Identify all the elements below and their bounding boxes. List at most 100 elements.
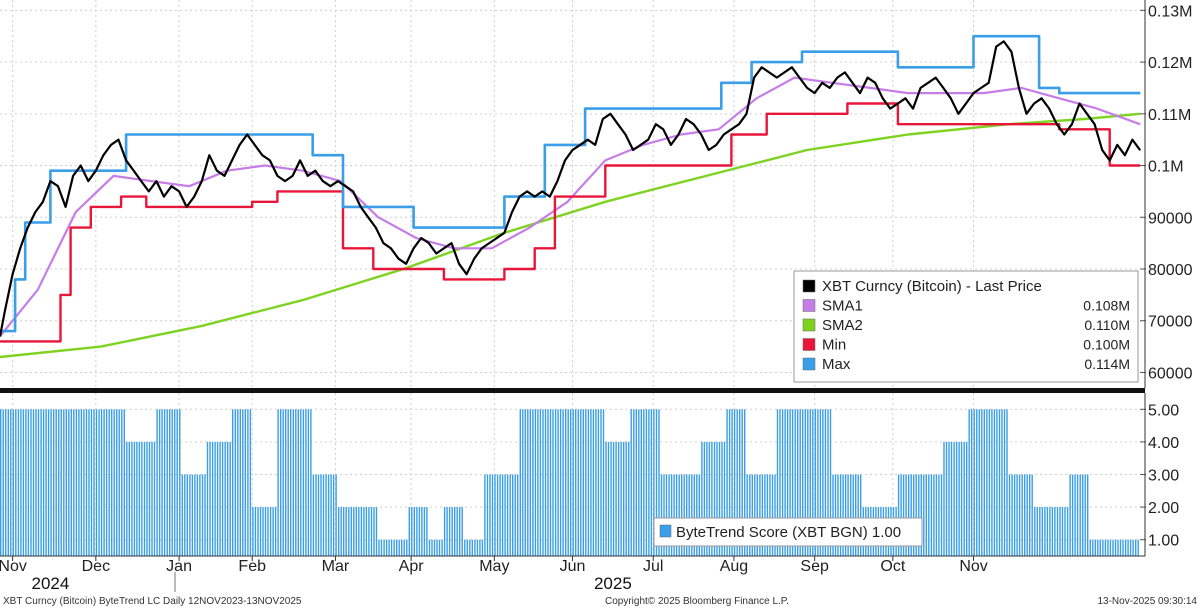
bytetrend-bar (741, 409, 743, 556)
bytetrend-y-tick-label: 3.00 (1148, 468, 1179, 485)
data-point-3-13 (276, 201, 278, 203)
bytetrend-bar (529, 409, 531, 556)
bytetrend-bar (686, 474, 688, 556)
data-point-3-37 (1058, 123, 1060, 125)
bytetrend-bar (320, 474, 322, 556)
bytetrend-bar (986, 409, 988, 556)
data-point-0-83 (624, 133, 627, 136)
bytetrend-bar (285, 409, 287, 556)
data-point-3-9 (145, 196, 147, 198)
data-point-1-14 (529, 227, 531, 229)
bytetrend-bar (153, 441, 156, 556)
data-point-0-12 (87, 180, 89, 182)
bytetrend-bar (489, 474, 491, 556)
data-point-4-13 (342, 154, 344, 156)
data-point-0-128 (965, 102, 967, 105)
bytetrend-bar (534, 409, 537, 556)
bytetrend-bar (469, 539, 471, 556)
data-point-0-50 (375, 227, 377, 229)
bytetrend-bar (403, 539, 405, 556)
bytetrend-bar (655, 409, 658, 556)
data-point-0-33 (246, 133, 248, 136)
legend-label-1: SMA1 (822, 298, 863, 315)
bytetrend-bar (635, 409, 637, 556)
bytetrend-bar (113, 409, 115, 556)
bytetrend-bar (499, 474, 501, 556)
series-line-min (0, 102, 1140, 343)
bytetrend-bar (910, 474, 912, 556)
bytetrend-bar (441, 539, 443, 556)
bytetrend-bar (512, 474, 514, 556)
bytetrend-bar (923, 474, 925, 556)
data-point-1-3 (112, 175, 115, 177)
bytetrend-bar (184, 474, 186, 556)
data-point-0-13 (95, 170, 97, 172)
bytetrend-bar (484, 474, 486, 556)
bytetrend-bar (920, 474, 922, 556)
bytetrend-bar (955, 441, 958, 556)
legend-swatch-1 (802, 299, 816, 312)
data-point-1-10 (377, 216, 379, 218)
data-point-0-72 (541, 190, 543, 192)
bytetrend-bar (373, 507, 375, 556)
bytetrend-bar (1008, 474, 1011, 556)
data-point-0-118 (889, 108, 891, 110)
data-point-1-11 (415, 237, 417, 239)
bytetrend-bar (1026, 474, 1028, 556)
bytetrend-bar (481, 539, 484, 556)
footer-right: 13-Nov-2025 09:30:14 (1097, 596, 1197, 607)
bytetrend-bar (501, 474, 504, 556)
bytetrend-bar (580, 409, 582, 556)
bytetrend-bar (121, 409, 123, 556)
bytetrend-bar (733, 409, 736, 556)
data-point-0-58 (435, 252, 437, 255)
bytetrend-bar (459, 507, 461, 556)
bytetrend-bar (855, 474, 857, 556)
data-point-4-17 (503, 227, 505, 229)
bytetrend-bar (136, 441, 138, 556)
price-y-tick-label: 80000 (1148, 262, 1193, 279)
data-point-4-27 (801, 61, 803, 63)
bytetrend-bar (1076, 474, 1079, 556)
data-point-4-29 (897, 51, 899, 53)
bytetrend-bar (670, 474, 673, 556)
bytetrend-bar (1122, 539, 1124, 556)
data-point-1-18 (680, 133, 682, 136)
bytetrend-bar (345, 507, 347, 556)
data-point-0-26 (193, 196, 195, 198)
bytetrend-bar (27, 409, 30, 556)
data-point-4-15 (413, 206, 415, 208)
bytetrend-bar (90, 409, 93, 556)
data-point-3-23 (534, 268, 536, 270)
bytetrend-bar (1107, 539, 1109, 556)
bytetrend-bar (731, 409, 733, 556)
data-point-4-2 (14, 278, 16, 280)
bytetrend-bar (1102, 539, 1104, 556)
bytetrend-bar (809, 409, 811, 556)
bytetrend-bar (976, 409, 978, 556)
bytetrend-bar (471, 539, 473, 556)
bytetrend-legend-label: ByteTrend Score (XBT BGN) 1.00 (676, 524, 901, 541)
bytetrend-bar (839, 474, 842, 556)
data-point-4-26 (751, 61, 753, 63)
legend-label-3: Min (822, 337, 846, 354)
bytetrend-bar (451, 507, 453, 556)
bytetrend-bar (1059, 507, 1061, 556)
bytetrend-bar (1087, 474, 1089, 556)
bytetrend-bar (128, 441, 130, 556)
data-point-0-90 (677, 133, 680, 136)
data-point-0-97 (730, 128, 733, 130)
bytetrend-bar (211, 441, 214, 556)
data-point-0-109 (821, 82, 823, 84)
bytetrend-bar (981, 409, 983, 556)
bytetrend-bar (68, 409, 70, 556)
bytetrend-bar (58, 409, 60, 556)
data-point-0-0 (0, 335, 1, 337)
bytetrend-bar (850, 474, 852, 556)
bytetrend-bar (83, 409, 85, 556)
data-point-3-34 (846, 102, 849, 105)
data-point-0-54 (405, 263, 407, 265)
bytetrend-bar (791, 409, 794, 556)
bytetrend-bar (73, 409, 75, 556)
bytetrend-bar (572, 409, 574, 556)
